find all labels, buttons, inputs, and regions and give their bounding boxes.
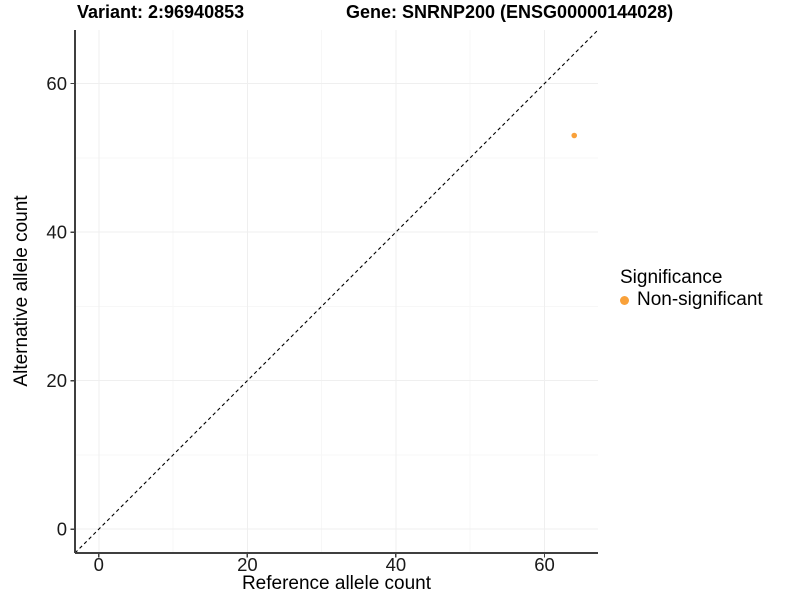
x-tick-label: 40 — [386, 554, 407, 575]
x-tick-label: 20 — [237, 554, 258, 575]
y-tick-label: 40 — [46, 222, 67, 243]
legend: Significance Non-significant — [620, 268, 763, 310]
y-axis-title: Alternative allele count — [11, 195, 32, 387]
y-tick-label: 20 — [46, 370, 67, 391]
plot-title-gene: Gene: SNRNP200 (ENSG00000144028) — [346, 2, 674, 22]
y-tick-label: 60 — [46, 73, 67, 94]
identity-reference-line — [74, 29, 599, 554]
legend-title: Significance — [620, 267, 723, 288]
x-tick-label: 60 — [534, 554, 555, 575]
legend-point-icon — [620, 295, 629, 305]
y-tick-label: 0 — [57, 519, 67, 540]
legend-item: Non-significant — [620, 289, 763, 310]
plot-title-variant: Variant: 2:96940853 — [77, 2, 245, 22]
x-axis-title: Reference allele count — [241, 573, 432, 594]
data-point — [571, 132, 578, 139]
legend-item-label: Non-significant — [637, 289, 763, 310]
x-tick-label: 0 — [94, 554, 104, 575]
